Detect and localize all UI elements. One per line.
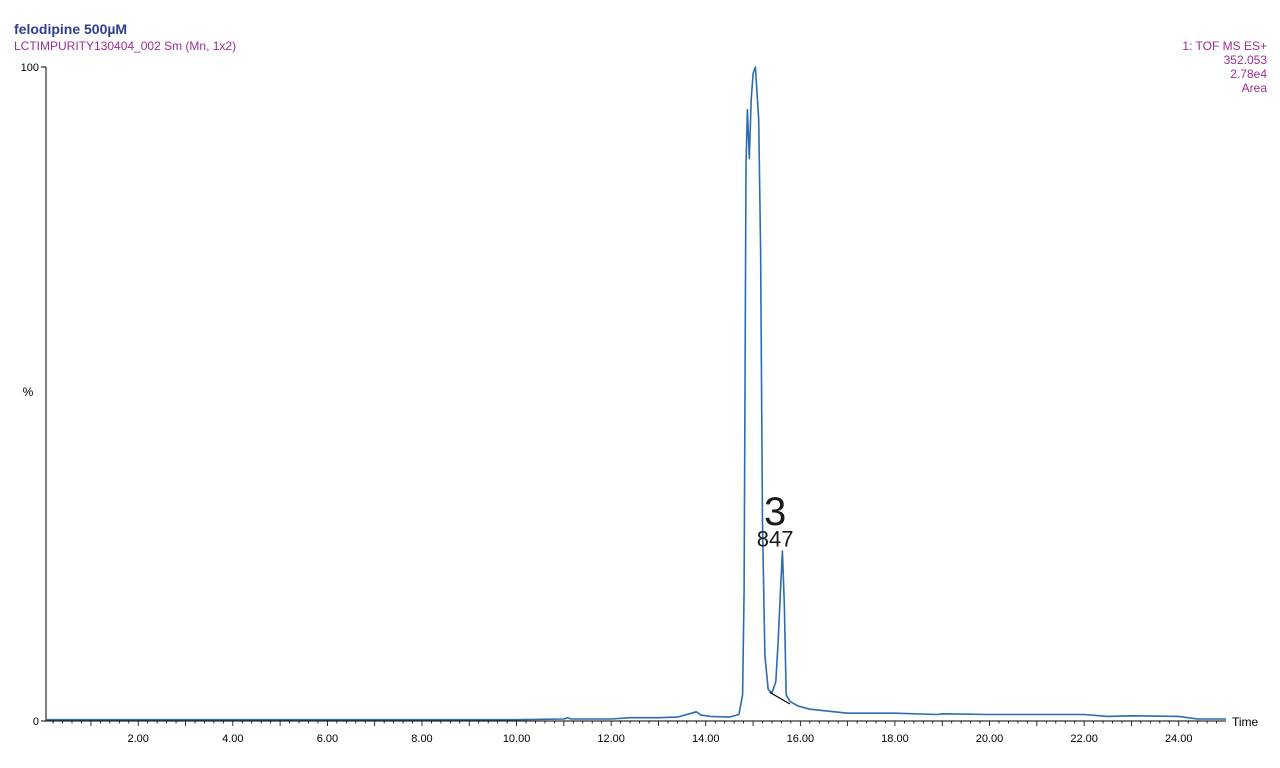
peak-label: 3 [764, 490, 786, 534]
chromatogram-trace-0 [46, 66, 1226, 721]
x-tick-label: 18.00 [881, 733, 909, 745]
acquisition-info: 1: TOF MS ES+ 352.053 2.78e4 Area [1182, 39, 1267, 95]
x-tick-label: 24.00 [1165, 733, 1193, 745]
integration-baseline [769, 691, 791, 705]
y-tick-label: 100 [21, 62, 39, 74]
x-tick-label: 2.00 [128, 733, 149, 745]
chart-title: felodipine 500µM [14, 21, 128, 37]
x-tick-label: 20.00 [976, 733, 1004, 745]
x-axis-label: Time [1232, 715, 1259, 729]
info-line-mass: 352.053 [1223, 53, 1267, 67]
peak-area-label: 847 [757, 526, 794, 551]
x-tick-label: 22.00 [1070, 733, 1098, 745]
x-tick-label: 6.00 [317, 733, 338, 745]
x-tick-label: 16.00 [787, 733, 815, 745]
chart-subtitle: LCTIMPURITY130404_002 Sm (Mn, 1x2) [14, 39, 237, 53]
x-tick-label: 14.00 [692, 733, 720, 745]
x-tick-label: 10.00 [503, 733, 531, 745]
y-axis-label: % [23, 385, 34, 399]
x-tick-label: 4.00 [222, 733, 243, 745]
x-tick-label: 12.00 [597, 733, 625, 745]
x-tick-label: 8.00 [411, 733, 432, 745]
info-line-intensity: 2.78e4 [1230, 67, 1267, 81]
y-tick-label: 0 [33, 716, 39, 728]
info-line-mode-area: Area [1241, 81, 1267, 95]
info-line-ms-mode: 1: TOF MS ES+ [1182, 39, 1267, 53]
